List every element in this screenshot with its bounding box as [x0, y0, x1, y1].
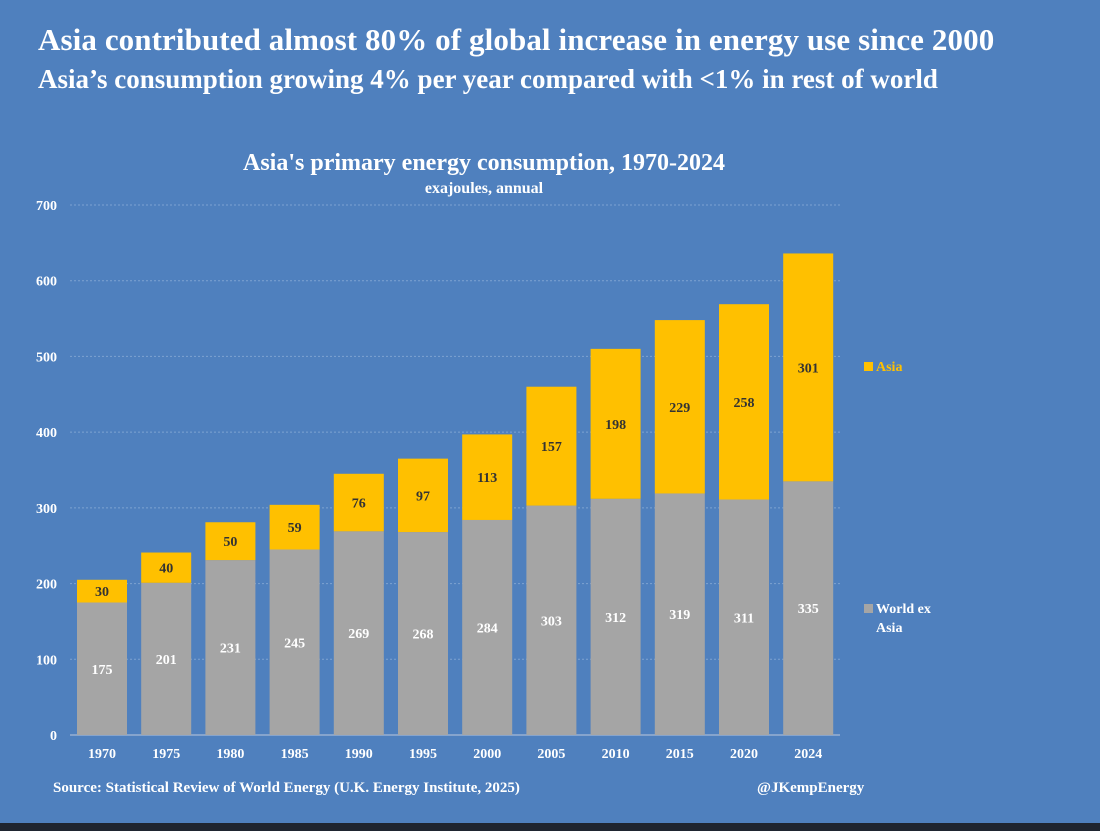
- legend-label-world-ex-asia: Asia: [876, 621, 902, 636]
- data-label-asia-2020: 258: [734, 396, 755, 411]
- data-label-world-ex-asia-2015: 319: [669, 608, 690, 623]
- bar-world-ex-asia-2005: [526, 505, 577, 735]
- y-tick-label: 600: [36, 275, 57, 290]
- data-label-world-ex-asia-1975: 201: [156, 653, 177, 668]
- data-label-world-ex-asia-2000: 284: [477, 621, 498, 636]
- data-label-asia-1990: 76: [352, 497, 366, 512]
- bar-world-ex-asia-1985: [269, 549, 320, 735]
- y-tick-label: 300: [36, 502, 57, 517]
- data-label-asia-1995: 97: [416, 489, 430, 504]
- bar-asia-1985: [269, 504, 320, 550]
- data-label-world-ex-asia-1980: 231: [220, 642, 241, 657]
- data-label-asia-2000: 113: [477, 471, 497, 486]
- legend-label-asia: Asia: [876, 360, 902, 375]
- bar-asia-1970: [77, 579, 127, 603]
- headline: Asia contributed almost 80% of global in…: [38, 22, 995, 57]
- bar-asia-1990: [333, 473, 384, 532]
- data-label-asia-2015: 229: [669, 401, 690, 416]
- y-tick-label: 0: [50, 729, 57, 744]
- chart-title: Asia's primary energy consumption, 1970-…: [243, 150, 725, 176]
- data-label-world-ex-asia-2024: 335: [798, 602, 819, 617]
- data-label-world-ex-asia-2020: 311: [734, 611, 754, 626]
- x-tick-label: 2020: [730, 747, 758, 762]
- bar-world-ex-asia-1970: [77, 602, 127, 735]
- x-tick-label: 1985: [281, 747, 309, 762]
- bar-asia-2000: [462, 434, 513, 520]
- y-tick-label: 100: [36, 653, 57, 668]
- data-label-asia-2024: 301: [798, 361, 819, 376]
- data-label-asia-2005: 157: [541, 440, 562, 455]
- bar-world-ex-asia-1990: [333, 531, 384, 735]
- data-label-world-ex-asia-2005: 303: [541, 614, 562, 629]
- x-tick-label: 1990: [345, 747, 373, 762]
- source-note: Source: Statistical Review of World Ener…: [53, 780, 520, 796]
- bar-asia-2020: [719, 304, 769, 500]
- bar-world-ex-asia-1975: [141, 582, 192, 735]
- bar-world-ex-asia-2024: [783, 481, 834, 735]
- y-tick-label: 200: [36, 578, 57, 593]
- bar-world-ex-asia-2000: [462, 519, 513, 735]
- data-label-world-ex-asia-1985: 245: [284, 636, 305, 651]
- bar-world-ex-asia-2015: [654, 493, 705, 735]
- bar-asia-2005: [526, 386, 577, 506]
- x-tick-label: 1970: [88, 747, 116, 762]
- y-tick-label: 700: [36, 199, 57, 214]
- data-label-world-ex-asia-1995: 268: [413, 628, 434, 643]
- chart-subtitle: exajoules, annual: [425, 180, 544, 197]
- legend-swatch-world-ex-asia: [864, 604, 873, 613]
- data-label-world-ex-asia-1970: 175: [92, 663, 113, 678]
- x-tick-label: 1975: [152, 747, 180, 762]
- bottom-border: [0, 823, 1100, 831]
- bar-asia-2024: [783, 253, 834, 482]
- subheadline: Asia’s consumption growing 4% per year c…: [38, 64, 938, 94]
- x-tick-label: 1995: [409, 747, 437, 762]
- bar-world-ex-asia-1980: [205, 560, 256, 735]
- data-label-asia-1970: 30: [95, 585, 109, 600]
- x-tick-label: 2015: [666, 747, 694, 762]
- data-label-asia-1975: 40: [159, 562, 173, 577]
- y-tick-label: 500: [36, 350, 57, 365]
- bar-asia-1995: [398, 458, 448, 533]
- x-tick-label: 2024: [794, 747, 822, 762]
- bar-world-ex-asia-1995: [398, 532, 448, 735]
- x-tick-label: 1980: [216, 747, 244, 762]
- bar-asia-1975: [141, 552, 192, 583]
- legend-label-world-ex-asia: World ex: [876, 602, 931, 617]
- bar-world-ex-asia-2020: [719, 499, 769, 735]
- data-label-asia-1980: 50: [223, 535, 237, 550]
- data-label-asia-1985: 59: [288, 521, 302, 536]
- bar-world-ex-asia-2010: [590, 498, 641, 735]
- legend-swatch-asia: [864, 362, 873, 371]
- bar-asia-1980: [205, 522, 256, 561]
- data-label-world-ex-asia-2010: 312: [605, 611, 626, 626]
- bar-asia-2010: [590, 348, 641, 499]
- data-label-asia-2010: 198: [605, 418, 626, 433]
- bar-asia-2015: [654, 320, 705, 494]
- data-label-world-ex-asia-1990: 269: [348, 627, 369, 642]
- x-tick-label: 2000: [473, 747, 501, 762]
- author-credit: @JKempEnergy: [757, 780, 865, 796]
- y-tick-label: 400: [36, 426, 57, 441]
- x-tick-label: 2005: [537, 747, 565, 762]
- x-tick-label: 2010: [602, 747, 630, 762]
